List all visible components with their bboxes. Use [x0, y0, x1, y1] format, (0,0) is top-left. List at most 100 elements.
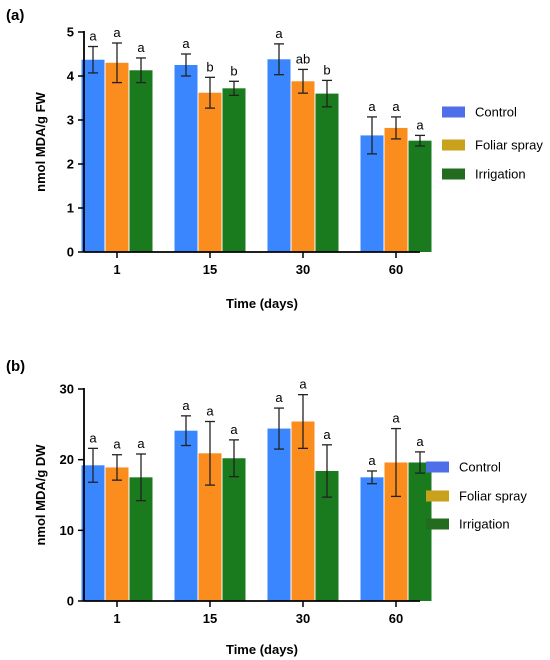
significance-label: a — [275, 390, 283, 405]
significance-label: a — [113, 25, 121, 40]
significance-label: a — [299, 377, 307, 392]
bar-foliar-spray-30 — [291, 421, 315, 601]
bar-foliar-spray-60 — [384, 127, 408, 252]
bar-foliar-spray-15 — [198, 92, 222, 252]
error-bar — [322, 79, 332, 108]
legend-swatch — [426, 461, 449, 473]
bar-irrigation-15 — [222, 88, 246, 252]
bar-irrigation-15 — [222, 458, 246, 601]
significance-label: a — [89, 430, 97, 445]
significance-label: ab — [296, 51, 310, 66]
legend-swatch — [442, 168, 465, 180]
legend: Control Foliar spray Irrigation — [442, 105, 543, 182]
bar-irrigation-60 — [408, 140, 432, 252]
x-tick-label: 30 — [296, 611, 310, 626]
bar-foliar-spray-30 — [291, 81, 315, 252]
error-bar — [205, 420, 215, 486]
legend-swatch — [426, 518, 449, 530]
x-tick-label: 1 — [113, 611, 120, 626]
legend-swatch — [442, 139, 465, 151]
x-tick-label: 1 — [113, 262, 120, 277]
significance-label: a — [137, 40, 145, 55]
bar-control-15 — [174, 65, 198, 252]
legend: Control Foliar spray Irrigation — [426, 460, 527, 532]
error-bar — [136, 453, 146, 502]
significance-label: a — [392, 99, 400, 114]
legend-label: Control — [475, 105, 517, 120]
x-tick-label: 60 — [389, 611, 403, 626]
panel-label: (a) — [6, 7, 24, 24]
error-bar — [181, 415, 191, 447]
significance-label: a — [416, 434, 424, 449]
bar-foliar-spray-1 — [105, 62, 129, 252]
error-bar — [391, 427, 401, 498]
x-tick-label: 30 — [296, 262, 310, 277]
error-bar — [229, 439, 239, 478]
significance-label: a — [368, 99, 376, 114]
y-tick-label: 5 — [67, 25, 74, 40]
significance-label: a — [89, 29, 97, 44]
legend-label: Control — [459, 460, 501, 475]
significance-label: b — [323, 62, 330, 77]
y-tick-label: 4 — [67, 69, 75, 84]
error-bar — [274, 407, 284, 450]
y-tick-label: 2 — [67, 157, 74, 172]
y-tick-label: 0 — [67, 245, 74, 260]
error-bar — [205, 76, 215, 109]
y-tick-label: 10 — [60, 523, 74, 538]
bar-foliar-spray-60 — [384, 462, 408, 601]
y-tick-label: 1 — [67, 201, 74, 216]
y-axis-title: nmol MDA/g FW — [33, 91, 48, 191]
significance-label: a — [206, 404, 214, 419]
error-bar — [415, 451, 425, 474]
bar-control-1 — [81, 465, 105, 601]
legend-swatch — [442, 106, 465, 118]
y-axis-title: nmol MDA/g DW — [33, 444, 48, 546]
error-bar — [367, 116, 377, 155]
y-tick-label: 30 — [60, 382, 74, 397]
significance-label: a — [113, 437, 121, 452]
bar-irrigation-30 — [315, 93, 339, 252]
error-bar — [136, 57, 146, 84]
bar-control-1 — [81, 59, 105, 252]
significance-label: b — [230, 63, 237, 78]
bar-irrigation-30 — [315, 470, 339, 601]
error-bar — [391, 116, 401, 140]
significance-label: a — [416, 117, 424, 132]
bar-control-30 — [267, 428, 291, 601]
significance-label: a — [323, 427, 331, 442]
legend-label: Irrigation — [459, 517, 510, 532]
significance-label: a — [368, 453, 376, 468]
error-bar — [298, 68, 308, 94]
y-tick-label: 0 — [67, 594, 74, 609]
significance-label: b — [206, 59, 213, 74]
bar-irrigation-1 — [129, 70, 153, 252]
bar-control-60 — [360, 477, 384, 601]
bar-foliar-spray-15 — [198, 453, 222, 601]
legend-swatch — [426, 490, 449, 502]
chart-panel-b: (b) a a a a a a a a a a a a 0 10 20 30 1 15 30 60 Time (days)… — [6, 358, 527, 657]
significance-label: a — [182, 398, 190, 413]
y-tick-label: 3 — [67, 113, 74, 128]
bar-control-15 — [174, 430, 198, 601]
x-axis-title: Time (days) — [226, 642, 298, 657]
error-bar — [274, 43, 284, 76]
legend-label: Foliar spray — [459, 489, 527, 504]
error-bar — [229, 80, 239, 97]
significance-label: a — [392, 411, 400, 426]
error-bar — [415, 134, 425, 147]
x-tick-label: 60 — [389, 262, 403, 277]
significance-label: a — [137, 436, 145, 451]
bar-control-30 — [267, 59, 291, 252]
significance-label: a — [182, 36, 190, 51]
error-bar — [112, 42, 122, 84]
bar-foliar-spray-1 — [105, 467, 129, 601]
error-bar — [88, 447, 98, 483]
legend-label: Irrigation — [475, 167, 526, 182]
bar-irrigation-60 — [408, 462, 432, 601]
error-bar — [298, 394, 308, 450]
significance-label: a — [275, 26, 283, 41]
legend-label: Foliar spray — [475, 138, 543, 153]
